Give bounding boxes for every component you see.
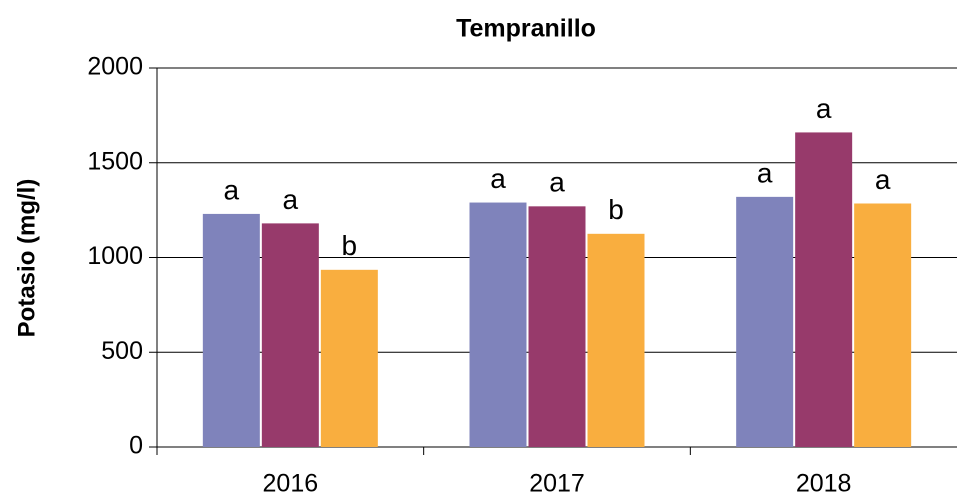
bar — [795, 132, 853, 447]
bar — [469, 202, 527, 447]
bar — [202, 213, 260, 447]
x-tick-label: 2016 — [263, 470, 319, 498]
significance-letter: a — [490, 163, 506, 194]
significance-letter: a — [757, 157, 773, 188]
bar — [587, 233, 645, 447]
significance-letter: b — [342, 230, 358, 261]
y-axis-label: Potasio (mg/l) — [13, 179, 40, 338]
y-tick-label: 500 — [101, 337, 143, 365]
y-tick-label: 1500 — [87, 147, 143, 175]
significance-letter: a — [816, 93, 832, 124]
x-tick-label: 2017 — [529, 470, 585, 498]
y-tick-label: 2000 — [87, 53, 143, 81]
significance-letter: a — [549, 167, 565, 198]
bar — [528, 206, 586, 447]
bar — [854, 203, 912, 447]
significance-letter: a — [875, 164, 891, 195]
x-tick-label: 2018 — [796, 470, 852, 498]
significance-letter: a — [224, 174, 240, 205]
y-tick-label: 0 — [129, 432, 143, 460]
y-tick-label: 1000 — [87, 242, 143, 270]
significance-letter: b — [608, 194, 624, 225]
significance-letter: a — [283, 184, 299, 215]
bar — [736, 196, 794, 447]
chart-title: Tempranillo — [456, 15, 596, 43]
bar — [261, 223, 319, 447]
bar — [320, 269, 378, 447]
